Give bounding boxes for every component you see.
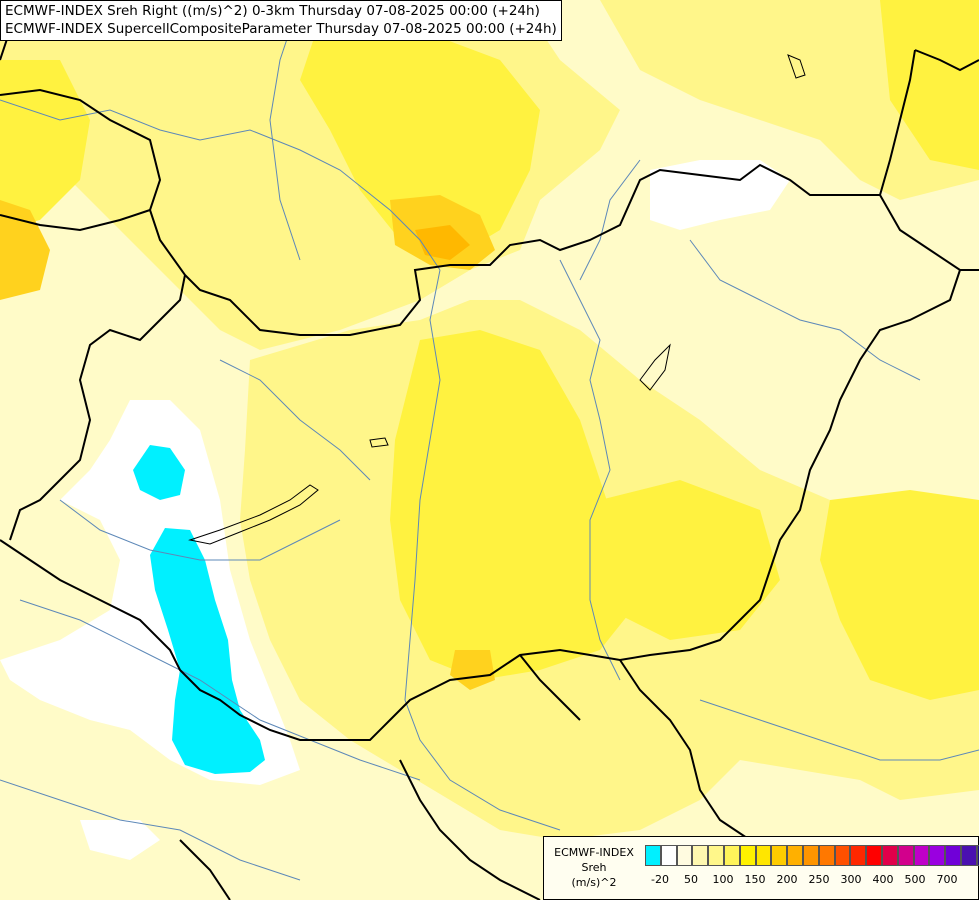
legend-title-line-2: Sreh <box>581 861 607 874</box>
legend-swatch <box>834 845 851 866</box>
legend-tick-label: 200 <box>776 873 798 886</box>
legend-swatch <box>787 845 803 866</box>
rivers <box>0 0 979 881</box>
legend-swatch <box>897 845 914 866</box>
legend-tick-label: -20 <box>651 873 669 886</box>
legend-swatch <box>676 845 693 866</box>
map-title-box: ECMWF-INDEX Sreh Right ((m/s)^2) 0-3km T… <box>0 0 562 41</box>
legend-swatch <box>818 845 835 866</box>
sreh-fill-strong <box>0 0 979 700</box>
legend-swatch <box>645 845 661 866</box>
legend-swatch <box>929 845 946 866</box>
legend-title-line-1: ECMWF-INDEX <box>554 846 634 859</box>
lakes <box>188 54 806 545</box>
legend-swatch <box>660 845 677 866</box>
legend-swatch <box>708 845 724 866</box>
legend-title-line-3: (m/s)^2 <box>571 876 617 889</box>
legend-swatch <box>881 845 898 866</box>
legend-tick-label: 400 <box>872 873 894 886</box>
legend-tick-label: 150 <box>744 873 766 886</box>
legend-swatches <box>645 845 979 866</box>
legend-swatch <box>723 845 740 866</box>
legend-swatch <box>802 845 819 866</box>
legend-swatch <box>755 845 772 866</box>
legend-tick-label: 700 <box>936 873 958 886</box>
legend-swatch <box>739 845 756 866</box>
legend-tick-label: 100 <box>712 873 734 886</box>
legend-swatch <box>945 845 961 866</box>
legend-tick-label: 50 <box>684 873 698 886</box>
legend-swatch <box>771 845 788 866</box>
legend-swatch <box>976 845 979 866</box>
legend-ticks: -20 50 100 150 200 250 300 400 500 700 <box>645 873 975 889</box>
title-line-2: ECMWF-INDEX SupercellCompositeParameter … <box>5 21 557 37</box>
legend-swatch <box>960 845 977 866</box>
color-legend: ECMWF-INDEX Sreh (m/s)^2 -20 50 100 150 200 2… <box>543 836 979 900</box>
legend-tick-label: 250 <box>808 873 830 886</box>
legend-swatch <box>692 845 709 866</box>
legend-swatch <box>913 845 930 866</box>
legend-tick-label: 500 <box>904 873 926 886</box>
legend-swatch <box>866 845 882 866</box>
title-line-1: ECMWF-INDEX Sreh Right ((m/s)^2) 0-3km T… <box>5 3 540 19</box>
legend-title: ECMWF-INDEX Sreh (m/s)^2 <box>548 845 640 890</box>
legend-swatch <box>850 845 867 866</box>
legend-tick-label: 300 <box>840 873 862 886</box>
sreh-fill-peak <box>415 225 470 260</box>
